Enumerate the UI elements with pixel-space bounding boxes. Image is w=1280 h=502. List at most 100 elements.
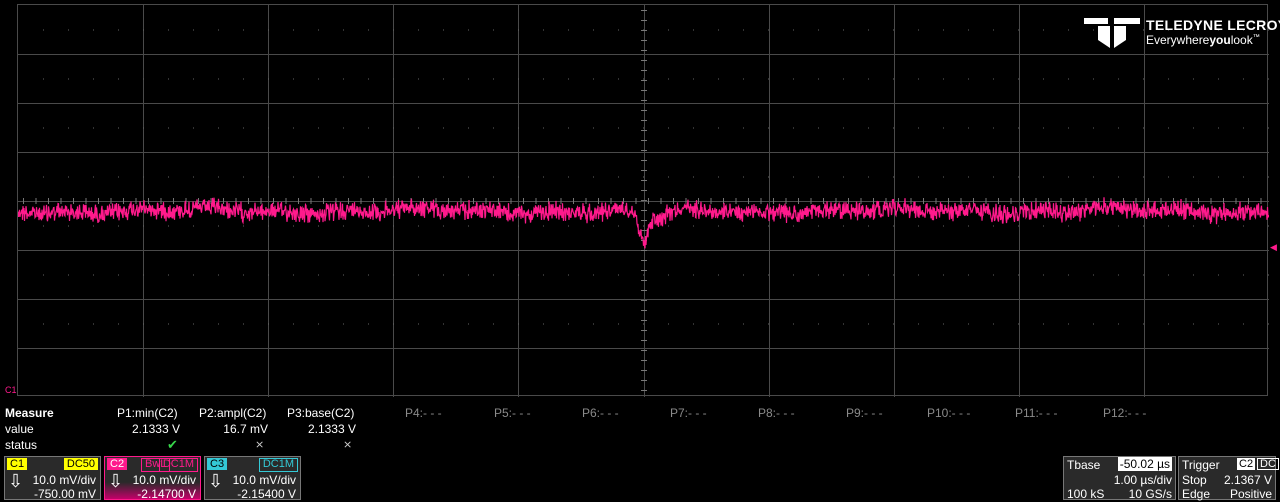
grid-dot: [368, 225, 369, 227]
grid-dot: [718, 274, 719, 276]
grid-dot: [68, 274, 69, 276]
grid-dot: [1093, 176, 1094, 178]
grid-dot: [818, 176, 819, 178]
trigger-descriptor[interactable]: Trigger C2 DC Stop 2.1367 V Edge Positiv…: [1178, 456, 1279, 501]
grid-dot: [468, 225, 469, 227]
grid-dot: [818, 225, 819, 227]
measure-table[interactable]: Measure P1:min(C2) P2:ampl(C2) P3:base(C…: [0, 404, 1280, 454]
grid-dot: [468, 78, 469, 80]
timebase-label: Tbase: [1067, 458, 1101, 472]
grid-dot: [193, 225, 194, 227]
grid-dot: [993, 274, 994, 276]
grid-dot: [568, 176, 569, 178]
grid-dot: [1168, 176, 1169, 178]
grid-dot: [793, 176, 794, 178]
grid-dot: [318, 78, 319, 80]
grid-dot: [143, 78, 144, 80]
grid-dot: [893, 274, 894, 276]
trigger-level: 2.1367 V: [1223, 473, 1272, 487]
channel-3-descriptor[interactable]: C3 DC1M ⇩ 10.0 mV/div -2.15400 V: [204, 456, 301, 501]
grid-dot: [168, 176, 169, 178]
grid-dot: [843, 323, 844, 325]
grid-dot: [943, 29, 944, 31]
grid-dot: [893, 78, 894, 80]
grid-dot: [268, 78, 269, 80]
grid-dot: [618, 323, 619, 325]
p1-name[interactable]: P1:min(C2): [117, 406, 178, 420]
c1-ground-marker[interactable]: C1: [5, 385, 17, 395]
grid-dot: [393, 29, 394, 31]
p10-name[interactable]: P10:- - -: [927, 406, 971, 420]
grid-dot: [1193, 127, 1194, 129]
p11-name[interactable]: P11:- - -: [1015, 406, 1058, 420]
p3-name[interactable]: P3:base(C2): [287, 406, 355, 420]
grid-dot: [443, 274, 444, 276]
grid-dot: [493, 323, 494, 325]
grid-dot: [343, 274, 344, 276]
timebase-descriptor[interactable]: Tbase -50.02 µs 1.00 µs/div 100 kS 10 GS…: [1063, 456, 1176, 501]
grid-dot: [943, 78, 944, 80]
grid-dot: [43, 225, 44, 227]
channel-2-descriptor[interactable]: C2 BwL DC1M ⇩ 10.0 mV/div -2.14700 V: [104, 456, 201, 501]
p9-name[interactable]: P9:- - -: [846, 406, 883, 420]
p6-name[interactable]: P6:- - -: [582, 406, 619, 420]
grid-dot: [868, 127, 869, 129]
grid-dot: [443, 29, 444, 31]
grid-dot: [593, 225, 594, 227]
p5-name[interactable]: P5:- - -: [494, 406, 531, 420]
grid-dot: [1168, 274, 1169, 276]
grid-dot: [893, 176, 894, 178]
grid-dot: [1018, 225, 1019, 227]
grid-dot: [818, 127, 819, 129]
waveform-grid[interactable]: [17, 4, 1269, 397]
grid-dot: [1143, 323, 1144, 325]
teledyne-lecroy-logo: TELEDYNE LECROY Everywhereyoulook™: [1084, 14, 1280, 54]
grid-dot: [1068, 323, 1069, 325]
grid-dot: [168, 274, 169, 276]
grid-dot: [1068, 127, 1069, 129]
grid-dot: [943, 176, 944, 178]
status-x-icon: ⨯: [255, 439, 265, 451]
grid-dot: [118, 78, 119, 80]
c2-bwl-badge: BwL: [141, 458, 171, 472]
grid-dot: [218, 29, 219, 31]
grid-dot: [893, 127, 894, 129]
grid-dot: [43, 127, 44, 129]
grid-dot: [193, 78, 194, 80]
grid-dot: [868, 323, 869, 325]
grid-dot: [193, 127, 194, 129]
grid-dot: [218, 274, 219, 276]
grid-dot: [143, 127, 144, 129]
measure-title: Measure: [5, 406, 54, 420]
channel-1-descriptor[interactable]: C1 DC50 ⇩ 10.0 mV/div -750.00 mV: [4, 456, 101, 501]
grid-dot: [93, 323, 94, 325]
grid-dot: [1118, 127, 1119, 129]
grid-dot: [443, 127, 444, 129]
c2-level-marker-icon[interactable]: ◀: [1270, 242, 1277, 252]
grid-dot: [393, 274, 394, 276]
grid-dot: [418, 78, 419, 80]
p7-name[interactable]: P7:- - -: [670, 406, 707, 420]
grid-dot: [968, 225, 969, 227]
p2-name[interactable]: P2:ampl(C2): [199, 406, 267, 420]
grid-dot: [143, 274, 144, 276]
status-row-label: status: [5, 438, 38, 452]
grid-dot: [343, 29, 344, 31]
c1-vdiv: 10.0 mV/div: [32, 473, 96, 487]
grid-dot: [818, 78, 819, 80]
grid-dot: [93, 29, 94, 31]
grid-dot: [868, 29, 869, 31]
grid-dot: [843, 78, 844, 80]
p12-name[interactable]: P12:- - -: [1103, 406, 1147, 420]
grid-dot: [1218, 323, 1219, 325]
p4-name[interactable]: P4:- - -: [405, 406, 442, 420]
c2-offset: -2.14700 V: [137, 487, 196, 501]
grid-dot: [218, 127, 219, 129]
grid-dot: [518, 274, 519, 276]
grid-dot: [1268, 127, 1269, 129]
grid-dot: [518, 29, 519, 31]
grid-dot: [718, 78, 719, 80]
grid-dot: [468, 127, 469, 129]
grid-lines: [18, 5, 1269, 397]
p8-name[interactable]: P8:- - -: [758, 406, 795, 420]
